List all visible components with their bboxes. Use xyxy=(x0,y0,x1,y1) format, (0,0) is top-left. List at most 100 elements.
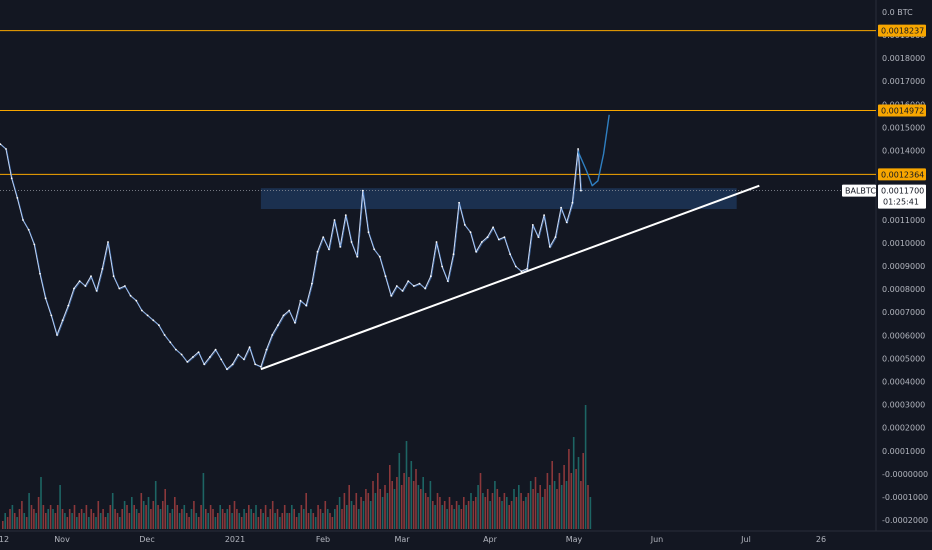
volume-bar xyxy=(176,505,178,529)
level-tag xyxy=(878,24,926,37)
volume-bar xyxy=(114,509,116,529)
price-point xyxy=(580,189,582,192)
price-point xyxy=(384,275,387,278)
volume-bar xyxy=(281,513,284,529)
volume-bar xyxy=(420,489,422,529)
volume-bar xyxy=(262,513,264,529)
volume-bar xyxy=(298,513,300,529)
volume-bar xyxy=(341,509,343,529)
price-point xyxy=(101,268,104,270)
volume-bar xyxy=(477,485,479,529)
volume-bar xyxy=(393,489,396,529)
price-point xyxy=(418,282,421,285)
price-point xyxy=(294,321,296,324)
level-tag xyxy=(878,104,926,117)
volume-bar xyxy=(250,509,252,529)
price-point xyxy=(361,189,364,192)
volume-bar xyxy=(128,513,131,529)
price-point xyxy=(16,197,19,199)
volume-bar xyxy=(264,505,267,529)
volume-bar xyxy=(83,513,85,529)
volume-bar xyxy=(4,513,6,529)
price-point xyxy=(214,348,217,351)
volume-bar xyxy=(381,497,384,529)
volume-bar xyxy=(221,509,224,529)
y-tick-label: 0.0018000 xyxy=(882,54,925,63)
volume-bar xyxy=(587,485,589,529)
volume-bar xyxy=(463,497,465,529)
volume-bar xyxy=(162,501,164,529)
price-point xyxy=(339,246,342,248)
price-point xyxy=(95,290,98,292)
volume-bar xyxy=(150,509,152,529)
price-point xyxy=(401,290,404,292)
volume-bar xyxy=(405,441,408,529)
volume-bar xyxy=(312,513,315,529)
volume-bar xyxy=(577,457,580,529)
price-point xyxy=(231,363,234,366)
x-tick-label: Dec xyxy=(139,535,154,544)
volume-bar xyxy=(338,497,341,529)
trendline[interactable] xyxy=(260,184,760,371)
volume-bar xyxy=(355,493,358,529)
price-point xyxy=(458,201,460,204)
volume-bar xyxy=(453,509,456,529)
price-point xyxy=(390,294,393,297)
volume-bar xyxy=(532,489,534,529)
volume-bar xyxy=(133,505,135,529)
volume-bar xyxy=(326,509,329,529)
y-tick-label: 0.0007000 xyxy=(882,308,925,317)
time-axis[interactable]: 12 Nov Dec 2021 Feb Mar Apr May Jun Jul 26 xyxy=(0,535,826,544)
volume-bar xyxy=(293,509,295,529)
price-point xyxy=(305,304,308,307)
volume-bar xyxy=(166,505,169,529)
volume-bar xyxy=(319,509,322,529)
price-point xyxy=(282,314,285,317)
y-tick-label: 0.0010000 xyxy=(882,239,925,248)
volume-bar xyxy=(374,493,377,529)
projection-path[interactable] xyxy=(577,114,610,187)
price-point xyxy=(514,265,517,268)
volume-bar xyxy=(470,493,472,529)
volume-bar xyxy=(233,501,236,529)
volume-bar xyxy=(90,509,92,529)
volume-bar xyxy=(71,513,73,529)
volume-bar xyxy=(13,513,16,529)
volume-bar xyxy=(384,485,386,529)
volume-bar xyxy=(365,489,367,529)
y-tick-label: 0.0017000 xyxy=(882,77,925,86)
volume-bar xyxy=(257,517,260,529)
volume-bar xyxy=(291,505,293,529)
volume-bar xyxy=(415,469,417,529)
volume-bar xyxy=(224,513,226,529)
volume-bar xyxy=(209,505,212,529)
volume-bar xyxy=(212,509,214,529)
price-point xyxy=(356,255,359,258)
price-point xyxy=(90,275,92,278)
price-point xyxy=(424,287,426,290)
volume-bar xyxy=(322,513,324,529)
volume-bar xyxy=(295,517,298,529)
volume-bar xyxy=(33,509,35,529)
volume-bar xyxy=(429,481,432,529)
volume-bar xyxy=(568,449,570,529)
price-point xyxy=(407,280,410,282)
volume-bar xyxy=(219,505,221,529)
volume-bar xyxy=(348,485,350,529)
level-tag-label: 0.0018237 xyxy=(881,27,924,36)
price-point xyxy=(197,351,200,353)
price-point xyxy=(73,287,75,290)
price-point xyxy=(503,236,506,239)
volume-bar xyxy=(85,505,88,529)
volume-bar xyxy=(197,517,200,529)
volume-bar xyxy=(271,501,274,529)
price-point xyxy=(248,346,251,349)
price-point xyxy=(56,334,58,336)
volume-bar xyxy=(513,489,515,529)
price-point xyxy=(78,280,81,282)
countdown-label: 01:25:41 xyxy=(883,198,919,207)
price-point xyxy=(395,285,398,287)
volume-bar xyxy=(537,493,539,529)
price-axis[interactable]: 0.0 BTC 0.00190000.00180000.00170000.001… xyxy=(882,8,928,525)
